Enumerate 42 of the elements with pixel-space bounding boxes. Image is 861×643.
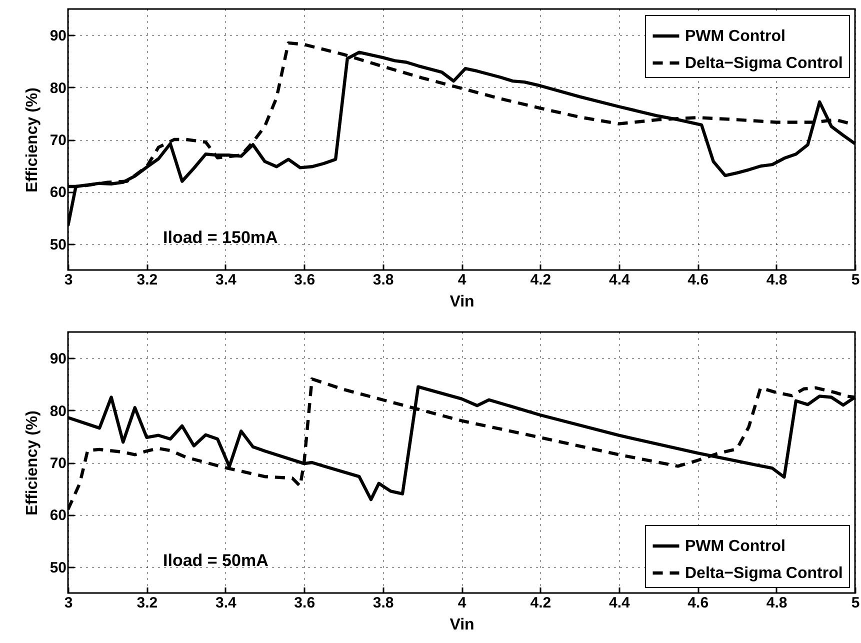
x-axis-title: Vin — [450, 294, 474, 310]
y-axis-title: Efficiency (%) — [24, 88, 41, 192]
x-tick-label: 4 — [458, 272, 467, 288]
x-tick-label: 4.2 — [530, 594, 552, 612]
y-tick-label: 70 — [50, 132, 66, 149]
x-tick-label: 4.4 — [608, 272, 630, 288]
x-tick-label: 4.8 — [766, 594, 788, 612]
x-tick-label: 4.2 — [530, 272, 552, 288]
x-tick-label: 3.2 — [136, 594, 158, 612]
legend-label: Delta−Sigma Control — [685, 565, 843, 582]
y-tick-label: 80 — [50, 402, 66, 420]
y-tick-label: 90 — [50, 350, 66, 368]
y-tick-label: 60 — [50, 507, 66, 524]
legend-label: PWM Control — [685, 538, 786, 555]
annotation: Iload = 150mA — [163, 228, 278, 247]
y-tick-label: 60 — [50, 184, 66, 202]
x-tick-label: 3 — [64, 594, 73, 612]
x-tick-label: 3.8 — [372, 594, 394, 612]
x-tick-label: 4.8 — [766, 272, 788, 288]
legend-label: PWM Control — [685, 28, 786, 45]
y-tick-label: 50 — [50, 559, 66, 576]
annotation: Iload = 50mA — [163, 551, 268, 570]
x-tick-label: 3.2 — [136, 272, 158, 288]
y-axis-title: Efficiency (%) — [24, 410, 41, 516]
x-tick-label: 3.4 — [215, 594, 237, 612]
x-tick-label: 5 — [851, 272, 860, 288]
x-tick-label: 4.6 — [688, 594, 709, 612]
x-tick-label: 4 — [458, 594, 467, 612]
y-tick-label: 50 — [50, 236, 66, 254]
y-tick-label: 90 — [50, 28, 66, 45]
legend-label: Delta−Sigma Control — [685, 55, 843, 72]
y-tick-label: 80 — [50, 80, 66, 97]
x-tick-label: 3.8 — [372, 272, 394, 288]
y-tick-label: 70 — [50, 455, 66, 472]
x-tick-label: 3.4 — [215, 272, 237, 288]
x-tick-label: 3.6 — [294, 594, 316, 612]
x-tick-label: 4.4 — [608, 594, 630, 612]
x-tick-label: 5 — [851, 594, 860, 612]
x-tick-label: 3.6 — [294, 272, 316, 288]
x-tick-label: 3 — [64, 272, 73, 288]
x-axis-title: Vin — [450, 616, 474, 634]
x-tick-label: 4.6 — [688, 272, 709, 288]
